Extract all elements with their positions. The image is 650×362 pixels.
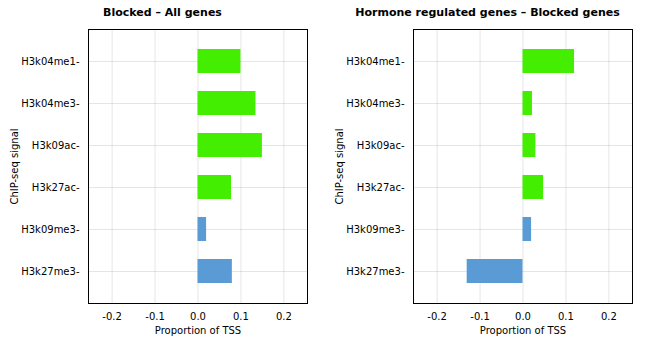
html-text:Hormone regulated genes – Bloc: Hormone regulated genes – Blocked genes [355, 6, 620, 19]
svg-text:0.1: 0.1 [558, 311, 574, 322]
svg-text:0.0: 0.0 [515, 311, 531, 322]
svg-text:H3k04me1-: H3k04me1- [346, 56, 405, 67]
svg-text:H3k09me3-: H3k09me3- [346, 224, 405, 235]
svg-text:H3k27ac-: H3k27ac- [357, 182, 405, 193]
svg-text:Proportion of TSS: Proportion of TSS [155, 325, 241, 336]
svg-text:0.2: 0.2 [601, 311, 617, 322]
svg-text:-0.2: -0.2 [427, 311, 447, 322]
svg-text:-0.2: -0.2 [102, 311, 122, 322]
svg-text:0.0: 0.0 [190, 311, 206, 322]
html-text:Blocked – All genes: Blocked – All genes [103, 6, 222, 19]
svg-text:0.1: 0.1 [233, 311, 249, 322]
svg-text:ChIP-seq signal: ChIP-seq signal [9, 128, 20, 204]
svg-text:H3k09me3-: H3k09me3- [21, 224, 80, 235]
svg-text:H3k09ac-: H3k09ac- [32, 140, 80, 151]
svg-text:ChIP-seq signal: ChIP-seq signal [334, 128, 345, 204]
svg-text:H3k27me3-: H3k27me3- [346, 266, 405, 277]
svg-text:H3k27me3-: H3k27me3- [21, 266, 80, 277]
svg-text:0.2: 0.2 [276, 311, 292, 322]
svg-text:Proportion of TSS: Proportion of TSS [480, 325, 566, 336]
svg-text:H3k27ac-: H3k27ac- [32, 182, 80, 193]
svg-text:H3k04me1-: H3k04me1- [21, 56, 80, 67]
svg-text:H3k04me3-: H3k04me3- [346, 98, 405, 109]
svg-text:-0.1: -0.1 [470, 311, 490, 322]
svg-text:-0.1: -0.1 [145, 311, 165, 322]
svg-text:H3k04me3-: H3k04me3- [21, 98, 80, 109]
svg-text:H3k09ac-: H3k09ac- [357, 140, 405, 151]
